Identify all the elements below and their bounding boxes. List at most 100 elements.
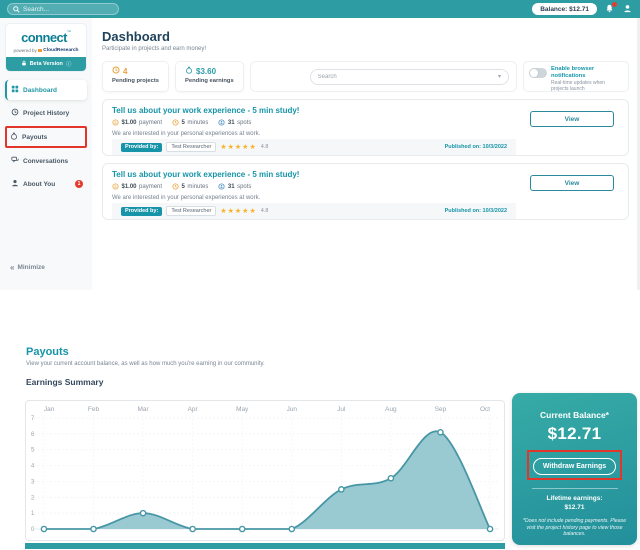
topbar-search-input[interactable] [23,5,113,13]
researcher-chip: Test Researcher [166,206,217,216]
svg-text:Apr: Apr [188,406,199,413]
svg-text:May: May [236,406,249,413]
divider [531,488,618,489]
top-bar: Balance: $12.71 [0,0,640,18]
minimize-button[interactable]: « Minimize [10,262,45,272]
people-icon [218,118,225,128]
view-button[interactable]: View [530,111,614,127]
history-icon [11,108,19,118]
balance-title: Current Balance* [540,410,609,420]
svg-text:Aug: Aug [385,406,397,413]
earnings-summary-title: Earnings Summary [26,377,104,387]
sidebar-item-about-you[interactable]: About You 1 [5,174,87,194]
project-description: We are interested in your personal exper… [112,195,261,201]
notifications-subtitle: Real-time updates when projects launch [551,80,605,92]
sidebar: connect™ powered by CloudResearch Beta V… [0,18,92,290]
cloudresearch-brand: CloudResearch [43,48,79,53]
about-you-badge: 1 [75,180,83,188]
beta-version-badge: Beta Version ⓘ [6,57,86,71]
project-footer: Provided by: Test Researcher ★★★★★ 4.8 P… [112,203,516,219]
project-search-input[interactable] [317,73,498,80]
published-date: Published on: 10/3/2022 [444,144,507,150]
withdraw-earnings-button[interactable]: Withdraw Earnings [532,458,617,475]
svg-text:7: 7 [31,416,35,422]
clock-icon [112,66,120,76]
view-button[interactable]: View [530,175,614,191]
lifetime-earnings-label: Lifetime earnings: [546,495,603,502]
sidebar-item-project-history[interactable]: Project History [5,103,87,123]
page-subtitle: Participate in projects and earn money! [102,46,207,52]
svg-text:Jun: Jun [287,406,298,413]
payouts-subtitle: View your current account balance, as we… [26,361,265,367]
chat-icon [11,156,19,166]
svg-text:5: 5 [31,448,35,454]
powered-by-label: powered by [13,48,37,53]
annotation-box-withdraw: Withdraw Earnings [526,450,623,480]
svg-text:4: 4 [31,464,35,470]
earnings-chart-card: 0 1 2 3 4 5 6 7 Jan Feb Mar Apr May Jun Jul Aug Sep Oct [25,400,505,541]
dashboard-main: Dashboard Participate in projects and ea… [92,18,637,290]
user-icon [623,0,632,18]
topbar-search-field[interactable] [7,3,119,15]
logo-trademark: ™ [66,29,71,34]
lock-icon [21,60,27,68]
notifications-toggle[interactable] [529,68,547,78]
current-balance-card: Current Balance* $12.71 Withdraw Earning… [512,393,637,545]
payouts-section: Payouts View your current account balanc… [0,330,640,550]
cloudresearch-logo-icon [38,48,42,53]
notification-badge [611,1,618,8]
coin-icon: $ [112,118,119,128]
svg-text:Mar: Mar [138,406,150,413]
svg-text:$: $ [114,120,117,124]
rating-value: 4.8 [260,208,269,214]
sidebar-nav: Dashboard Project History Payouts Conver… [5,80,87,194]
project-stats: $ $1.00 payment 5 minutes 31 spots [112,118,516,128]
bell-icon [605,0,614,18]
money-bag-icon [10,132,18,142]
chevron-down-icon[interactable]: ▾ [497,74,501,80]
svg-text:1: 1 [31,511,35,517]
svg-text:2: 2 [31,495,35,501]
sidebar-item-conversations[interactable]: Conversations [5,151,87,171]
project-description: We are interested in your personal exper… [112,131,261,137]
balance-amount: $12.71 [547,424,602,443]
notifications-bell-button[interactable] [603,0,618,18]
dashboard-icon [11,85,19,95]
info-icon[interactable]: ⓘ [65,62,72,68]
sidebar-item-dashboard[interactable]: Dashboard [5,80,87,100]
coin-icon: $ [112,182,119,192]
project-card: Tell us about your work experience - 5 m… [102,99,629,156]
researcher-chip: Test Researcher [166,142,217,152]
user-icon [11,179,19,189]
browser-notifications-box: Enable browser notifications Real-time u… [523,61,629,92]
connect-logo: connect [21,30,67,45]
svg-text:Oct: Oct [480,406,490,413]
rating-value: 4.8 [260,144,269,150]
page-title: Dashboard [102,29,170,44]
svg-text:3: 3 [31,479,35,485]
lifetime-earnings-amount: $12.71 [564,503,585,511]
svg-text:6: 6 [31,432,35,438]
published-date: Published on: 10/3/2022 [444,208,507,214]
svg-text:Jul: Jul [337,406,345,413]
payouts-title: Payouts [26,346,69,358]
project-title[interactable]: Tell us about your work experience - 5 m… [112,106,300,115]
svg-text:Feb: Feb [88,406,100,413]
notifications-title: Enable browser notifications [551,66,595,79]
scrollbar[interactable] [637,18,640,290]
project-title[interactable]: Tell us about your work experience - 5 m… [112,170,300,179]
balance-footnote: *Does not include pending payments. Plea… [522,518,627,537]
balance-pill[interactable]: Balance: $12.71 [532,3,597,15]
project-search-field[interactable]: ▾ [309,68,509,85]
clock-icon [172,182,179,192]
project-footer: Provided by: Test Researcher ★★★★★ 4.8 P… [112,139,516,155]
svg-text:$: $ [114,184,117,188]
sidebar-item-payouts[interactable]: Payouts [5,126,87,148]
star-rating-icons: ★★★★★ [220,143,257,151]
logo-card: connect™ powered by CloudResearch Beta V… [5,23,87,72]
account-button[interactable] [621,3,633,15]
provided-by-badge: Provided by: [121,206,163,216]
earnings-chart-svg: 0 1 2 3 4 5 6 7 Jan Feb Mar Apr May Jun Jul Aug Sep Oct [31,406,500,533]
svg-text:Sep: Sep [435,406,447,413]
